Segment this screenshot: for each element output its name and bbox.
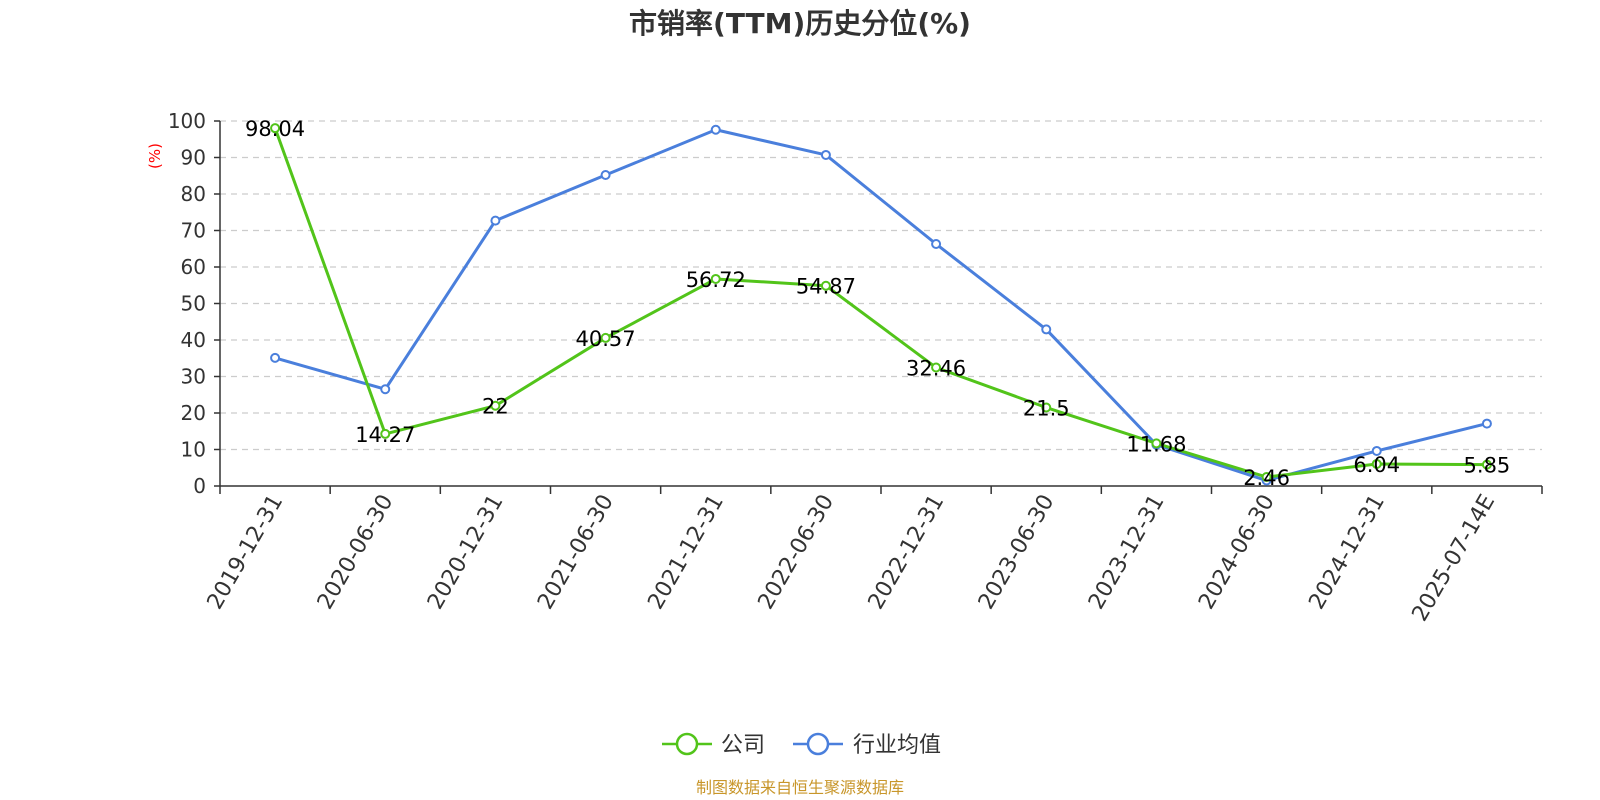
company-data-label: 2.46 (1243, 466, 1290, 490)
industry-data-point[interactable] (1481, 418, 1492, 429)
x-tick-label: 2022-06-30 (754, 491, 840, 614)
y-tick-label: 30 (181, 365, 206, 389)
company-series-line (273, 126, 1489, 479)
industry-series-line (273, 128, 1489, 483)
y-tick-label: 10 (181, 438, 206, 462)
company-data-point[interactable] (1481, 459, 1492, 470)
legend-label: 行业均值 (853, 733, 941, 758)
x-tick-label: 2023-12-31 (1084, 491, 1170, 614)
company-data-point[interactable] (270, 123, 281, 134)
grid-lines (220, 120, 1542, 451)
y-tick-label: 40 (181, 328, 206, 352)
company-data-point[interactable] (1151, 438, 1162, 449)
legend-circle-marker (675, 732, 699, 756)
axes: 0 10 20 30 40 50 60 70 80 90 100 2019-12-31 2020-06-… (168, 109, 1543, 626)
industry-data-point[interactable] (380, 384, 391, 395)
industry-data-point[interactable] (931, 239, 942, 250)
legend-item-company[interactable]: 公司 (662, 732, 765, 758)
company-data-point[interactable] (820, 280, 831, 291)
y-tick-label: 100 (168, 109, 206, 133)
industry-data-point[interactable] (1371, 445, 1382, 456)
industry-data-point[interactable] (270, 352, 281, 363)
legend[interactable]: 公司 行业均值 (662, 732, 941, 758)
company-data-label: 5.85 (1464, 454, 1511, 478)
y-tick-label: 70 (181, 219, 206, 243)
company-data-label: 56.72 (686, 268, 746, 292)
industry-data-point[interactable] (490, 215, 501, 226)
x-tick-label: 2020-12-31 (423, 491, 509, 614)
company-data-point[interactable] (931, 362, 942, 373)
company-data-label: 54.87 (796, 275, 856, 299)
y-tick-label: 80 (181, 182, 206, 206)
company-data-label: 22 (482, 395, 509, 419)
industry-data-point[interactable] (820, 149, 831, 160)
y-tick-label: 60 (181, 255, 206, 279)
series-lines (270, 123, 1492, 486)
y-tick-label: 90 (181, 146, 206, 170)
company-data-label: 11.68 (1126, 432, 1186, 456)
industry-data-point[interactable] (600, 170, 611, 181)
legend-label: 公司 (721, 733, 765, 758)
industry-data-point[interactable] (1041, 324, 1052, 335)
company-data-point[interactable] (1371, 458, 1382, 469)
x-tick-label: 2024-06-30 (1194, 491, 1280, 614)
company-data-label: 14.27 (355, 423, 415, 447)
company-data-point[interactable] (1261, 472, 1272, 483)
y-tick-label: 20 (181, 401, 206, 425)
x-tick-label: 2021-06-30 (533, 491, 619, 614)
y-tick-label: 0 (193, 474, 206, 498)
y-tick-label: 50 (181, 292, 206, 316)
company-data-point[interactable] (490, 400, 501, 411)
company-data-label: 6.04 (1353, 453, 1400, 477)
company-data-point[interactable] (1041, 402, 1052, 413)
legend-item-industry[interactable]: 行业均值 (793, 732, 941, 758)
x-tick-label: 2022-12-31 (864, 491, 950, 614)
company-data-point[interactable] (600, 332, 611, 343)
industry-data-point[interactable] (710, 124, 721, 135)
legend-circle-marker (806, 732, 830, 756)
company-data-point[interactable] (710, 273, 721, 284)
company-data-label: 98.04 (245, 117, 305, 141)
x-tick-label: 2025-07-14E (1408, 491, 1501, 626)
data-labels: 98.04 14.27 22 40.57 56.72 54.87 32.46 21.5 11.6… (245, 117, 1510, 490)
x-tick-label: 2021-12-31 (643, 491, 729, 614)
y-axis-unit: (%) (146, 143, 164, 169)
company-data-point[interactable] (380, 428, 391, 439)
x-tick-label: 2023-06-30 (974, 491, 1060, 614)
company-data-label: 21.5 (1023, 397, 1070, 421)
x-tick-label: 2019-12-31 (203, 491, 289, 614)
chart-title: 市销率(TTM)历史分位(%) (629, 7, 971, 40)
source-note: 制图数据来自恒生聚源数据库 (696, 778, 904, 797)
company-data-label: 40.57 (576, 327, 636, 351)
x-tick-label: 2020-06-30 (313, 491, 399, 614)
company-data-label: 32.46 (906, 357, 966, 381)
x-tick-label: 2024-12-31 (1304, 491, 1390, 614)
